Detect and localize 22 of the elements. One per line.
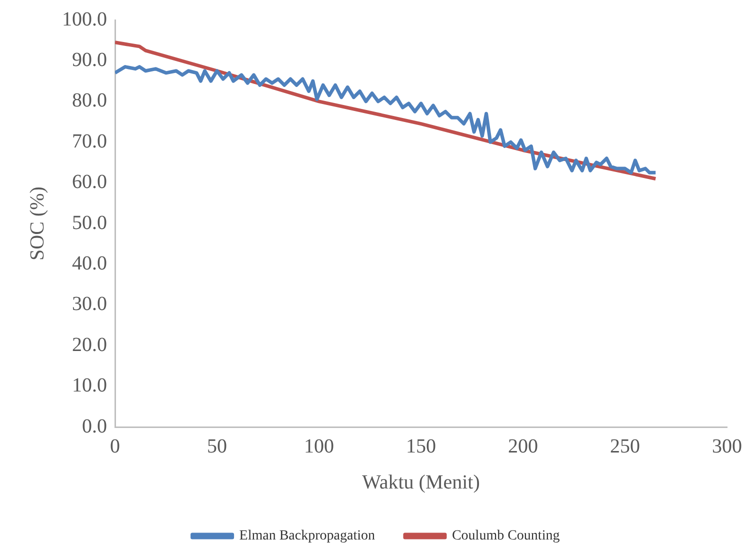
y-axis-title: SOC (%)	[26, 186, 48, 260]
y-tick-label: 70.0	[72, 130, 107, 152]
x-axis-title: Waktu (Menit)	[362, 471, 480, 494]
y-tick-label: 30.0	[72, 293, 107, 316]
x-tick-label: 200	[508, 435, 538, 458]
y-tick-label: 100.0	[62, 8, 107, 30]
y-tick-label: 20.0	[72, 334, 107, 356]
x-tick-label: 100	[304, 435, 334, 458]
x-tick-label: 300	[712, 435, 742, 458]
x-tick-label: 0	[110, 435, 120, 458]
y-tick-label: 0.0	[82, 415, 107, 438]
y-tick-label: 60.0	[72, 171, 107, 194]
x-tick-label: 150	[406, 435, 436, 458]
legend-label: Coulumb Counting	[452, 528, 560, 544]
y-tick-label: 40.0	[72, 252, 107, 274]
y-tick-label: 90.0	[72, 48, 107, 71]
y-tick-label: 50.0	[72, 212, 107, 234]
y-tick-label: 10.0	[72, 374, 107, 397]
legend-label: Elman Backpropagation	[239, 528, 375, 544]
y-tick-label: 80.0	[72, 90, 107, 112]
x-tick-label: 50	[207, 435, 227, 458]
x-tick-label: 250	[610, 435, 640, 458]
